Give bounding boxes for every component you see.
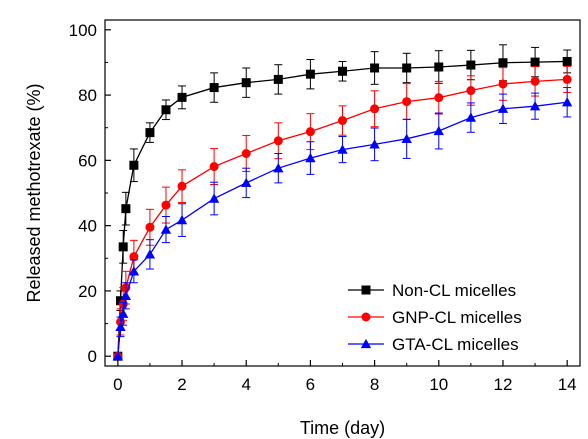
data-point bbox=[273, 74, 283, 84]
x-tick-label: 10 bbox=[429, 375, 448, 394]
data-point bbox=[402, 63, 412, 73]
legend-marker bbox=[360, 338, 372, 349]
data-point bbox=[305, 127, 315, 137]
data-point bbox=[209, 83, 219, 93]
data-point bbox=[241, 149, 251, 159]
data-point bbox=[273, 136, 283, 146]
legend-label: Non-CL micelles bbox=[392, 281, 516, 300]
data-point bbox=[466, 60, 476, 70]
data-point bbox=[434, 62, 444, 72]
x-tick-label: 4 bbox=[241, 375, 250, 394]
data-point bbox=[241, 78, 251, 88]
data-point bbox=[129, 252, 139, 262]
data-point bbox=[305, 152, 316, 163]
data-point bbox=[177, 92, 187, 102]
legend-entry-3: GTA-CL micelles bbox=[348, 335, 519, 354]
data-point bbox=[562, 74, 572, 84]
data-point bbox=[305, 69, 315, 79]
data-point bbox=[401, 133, 412, 143]
data-point bbox=[118, 308, 129, 318]
data-point bbox=[160, 224, 172, 234]
data-point bbox=[241, 177, 252, 188]
series-1 bbox=[113, 44, 572, 361]
series-2 bbox=[113, 65, 572, 361]
x-axis-title: Time (day) bbox=[300, 418, 385, 438]
plot-area bbox=[112, 44, 573, 361]
data-point bbox=[129, 160, 139, 170]
y-tick-label: 60 bbox=[78, 151, 97, 170]
legend-label: GTA-CL micelles bbox=[392, 335, 519, 354]
data-point bbox=[338, 66, 347, 76]
data-point bbox=[337, 144, 348, 154]
legend-label: GNP-CL micelles bbox=[392, 308, 522, 327]
x-tick-label: 14 bbox=[558, 375, 577, 394]
data-point bbox=[145, 128, 155, 138]
x-tick-label: 2 bbox=[177, 375, 186, 394]
data-point bbox=[369, 139, 380, 149]
x-tick-label: 0 bbox=[113, 375, 122, 394]
y-tick-label: 40 bbox=[78, 217, 97, 236]
legend-entry-1: Non-CL micelles bbox=[348, 281, 516, 300]
data-point bbox=[128, 266, 140, 276]
data-point bbox=[112, 351, 124, 361]
data-point bbox=[161, 200, 171, 210]
series-line bbox=[117, 60, 568, 357]
x-tick-label: 6 bbox=[306, 375, 315, 394]
series-line bbox=[117, 101, 568, 357]
data-point bbox=[433, 125, 444, 136]
y-tick-label: 100 bbox=[69, 21, 97, 40]
data-point bbox=[338, 116, 347, 126]
legend-marker bbox=[361, 285, 371, 295]
data-point bbox=[144, 249, 156, 259]
data-point bbox=[529, 100, 541, 111]
y-tick-label: 80 bbox=[78, 86, 97, 105]
data-point bbox=[402, 97, 412, 107]
legend-entry-2: GNP-CL micelles bbox=[348, 308, 522, 327]
data-point bbox=[370, 63, 380, 73]
y-tick-label: 20 bbox=[78, 282, 97, 301]
data-point bbox=[177, 181, 187, 191]
data-point bbox=[209, 162, 219, 172]
data-point bbox=[115, 321, 126, 331]
data-point bbox=[434, 93, 444, 103]
y-tick-label: 0 bbox=[88, 347, 97, 366]
data-point bbox=[561, 97, 573, 107]
legend-marker bbox=[361, 312, 371, 322]
data-point bbox=[498, 79, 508, 89]
data-point bbox=[562, 56, 572, 66]
data-point bbox=[208, 193, 220, 203]
data-point bbox=[497, 103, 509, 113]
y-axis-title: Released methotrexate (%) bbox=[24, 83, 44, 302]
data-point bbox=[498, 58, 508, 68]
data-point bbox=[466, 86, 476, 96]
data-point bbox=[370, 104, 380, 114]
data-point bbox=[465, 112, 477, 122]
axes: 0 2 4 6 8 10 12 14 0 20 40 60 80 100 bbox=[69, 19, 581, 394]
x-tick-label: 8 bbox=[370, 375, 379, 394]
x-tick-label: 12 bbox=[494, 375, 513, 394]
data-point bbox=[530, 57, 540, 67]
data-point bbox=[121, 204, 131, 214]
data-point bbox=[145, 222, 155, 232]
data-point bbox=[273, 163, 284, 173]
data-point bbox=[120, 290, 132, 300]
data-point bbox=[530, 76, 540, 86]
data-point bbox=[161, 105, 171, 115]
data-point bbox=[176, 214, 188, 225]
series-3 bbox=[112, 87, 573, 361]
legend: Non-CL micelles GNP-CL micelles GTA-CL mic… bbox=[348, 281, 522, 354]
data-point bbox=[118, 242, 128, 252]
